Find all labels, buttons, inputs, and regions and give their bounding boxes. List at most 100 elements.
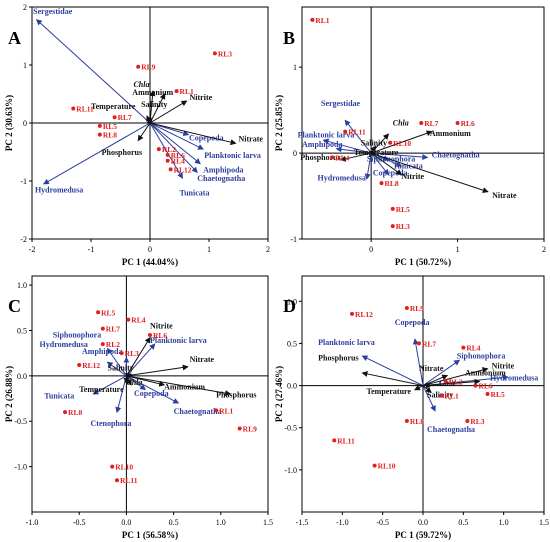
species-vector [106, 361, 127, 377]
sample-point [461, 345, 466, 350]
species-vector [412, 338, 424, 386]
env-label: Nitrite [401, 172, 424, 181]
sample-label: RL3 [396, 222, 410, 231]
env-label: Phosphorus [102, 148, 142, 157]
sample-point [112, 115, 117, 120]
sample-point [310, 17, 315, 22]
y-tick-label: 1 [23, 61, 27, 70]
x-tick-label: -0.5 [73, 518, 86, 527]
sample-label: RL5 [491, 390, 505, 399]
sample-label: RL10 [115, 463, 133, 472]
x-tick-label: 0.0 [121, 518, 131, 527]
env-label: Nitrite [150, 322, 173, 331]
panel-a: A -2 -1 0 1 2 -2 -1 0 1 2 PC 1 (44.04%) PC 2 (30.63%… [4, 3, 270, 267]
env-label: Salinity [361, 138, 387, 147]
env-vector [126, 364, 189, 377]
species-vector [149, 122, 183, 179]
y-tick-label: -0.5 [14, 417, 27, 426]
species-label: Tunicata [44, 392, 74, 401]
env-label: Chla [439, 379, 455, 388]
sample-label: RL8 [68, 408, 82, 417]
env-label: Temperature [367, 387, 412, 396]
x-tick-label: 0 [148, 245, 152, 254]
y-tick-label: -1 [20, 177, 27, 186]
y-tick-label: 1.0 [287, 297, 297, 306]
sample-label: RL9 [141, 63, 155, 72]
sample-point [343, 129, 348, 134]
y-axis-title: PC 2 (27.46%) [274, 366, 284, 422]
species-label: Chaetognatha [197, 174, 245, 183]
sample-label: RL1 [315, 16, 329, 25]
species-label: Chaetognatha [174, 407, 222, 416]
env-label: Ammonium [465, 368, 506, 377]
sample-label: RL3 [218, 49, 232, 58]
env-vector [147, 117, 153, 124]
y-tick-label: -1.0 [14, 463, 27, 472]
species-vector [149, 122, 201, 165]
species-label: Copepoda [395, 318, 430, 327]
sample-point [63, 410, 68, 415]
sample-point [465, 418, 470, 423]
sample-point [168, 167, 173, 172]
env-label: Temperature [79, 385, 124, 394]
sample-point [443, 379, 448, 384]
sample-label: RL7 [106, 325, 120, 334]
sample-label: RL6 [153, 331, 167, 340]
x-tick-label: -1.0 [336, 518, 349, 527]
species-vector [106, 347, 127, 377]
species-label: Chaetognatha [427, 425, 475, 434]
sample-label: RL8 [385, 179, 399, 188]
sample-label: RL4 [466, 344, 480, 353]
sample-label: RL4 [131, 316, 145, 325]
sample-point [100, 342, 105, 347]
sample-label: RL11 [76, 105, 94, 114]
species-label: Planktonic larva [204, 151, 261, 160]
env-label: Nitrate [190, 355, 215, 364]
sample-label: RL5 [101, 308, 115, 317]
sample-point [390, 224, 395, 229]
species-label: Hydromedusa [318, 174, 366, 183]
plot-frame [31, 275, 269, 513]
species-label: Sergestidae [33, 7, 73, 16]
sample-point [350, 311, 355, 316]
species-label: Tunicata [180, 189, 210, 198]
sample-point [136, 64, 141, 69]
plot-frame [301, 6, 545, 240]
y-tick-label: -0.5 [284, 424, 297, 433]
sample-label: RL11 [348, 128, 366, 137]
y-tick-label: 1 [293, 63, 297, 72]
species-vector [364, 152, 372, 180]
species-label: Hydromedusa [490, 374, 538, 383]
species-label: Chaetognatha [432, 150, 480, 159]
sample-label: RL4 [171, 157, 185, 166]
sample-point [156, 147, 161, 152]
species-vector [344, 119, 372, 154]
panel-d: D -1.5 -1.0 -0.5 0.0 0.5 1.0 1.5 -1.0 -0.5 0.0 0.5 1… [274, 275, 549, 540]
panel-c: C -1.0 -0.5 0.0 0.5 1.0 1.5 -1.0 -0.5 0.0 0.5 1.0 PC… [4, 275, 273, 540]
species-vector [422, 359, 461, 386]
species-label: Amphipoda [82, 347, 122, 356]
env-vector [422, 385, 432, 393]
sample-point [237, 426, 242, 431]
sample-label: RL12 [355, 310, 373, 319]
x-tick-label: 0.5 [458, 518, 468, 527]
y-tick-label: -1 [290, 235, 297, 244]
species-vector [422, 385, 436, 412]
env-vector [125, 375, 132, 386]
sample-label: RL1 [219, 406, 233, 415]
y-tick-label: 0.5 [17, 326, 27, 335]
species-label: Hydromedusa [40, 340, 88, 349]
sample-point [439, 393, 444, 398]
sample-label: RL8 [410, 417, 424, 426]
species-label: Siphonophora [53, 331, 101, 340]
x-tick-label: 1 [456, 245, 460, 254]
sample-label: RL5 [396, 205, 410, 214]
x-tick-label: 2 [542, 245, 546, 254]
env-vector [125, 336, 151, 377]
y-tick-label: 0.0 [17, 372, 27, 381]
env-label: Nitrite [492, 362, 515, 371]
sample-label: RL9 [243, 424, 257, 433]
sample-point [379, 181, 384, 186]
sample-label: RL5 [103, 122, 117, 131]
